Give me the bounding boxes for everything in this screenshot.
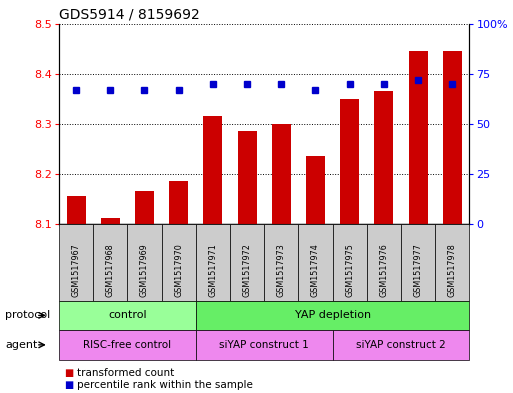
Text: GSM1517967: GSM1517967 bbox=[72, 243, 81, 297]
Bar bbox=[340, 99, 359, 224]
Text: siYAP construct 1: siYAP construct 1 bbox=[220, 340, 309, 350]
Text: GSM1517969: GSM1517969 bbox=[140, 243, 149, 297]
Text: GSM1517970: GSM1517970 bbox=[174, 243, 183, 297]
Text: siYAP construct 2: siYAP construct 2 bbox=[356, 340, 446, 350]
Text: GSM1517975: GSM1517975 bbox=[345, 243, 354, 297]
Text: agent: agent bbox=[5, 340, 37, 350]
Text: GSM1517978: GSM1517978 bbox=[448, 243, 457, 297]
Text: GSM1517968: GSM1517968 bbox=[106, 243, 115, 297]
Text: protocol: protocol bbox=[5, 310, 50, 320]
Text: GSM1517973: GSM1517973 bbox=[277, 243, 286, 297]
Bar bbox=[67, 196, 86, 224]
Bar bbox=[374, 91, 393, 224]
Bar bbox=[204, 116, 222, 224]
Text: GSM1517977: GSM1517977 bbox=[413, 243, 423, 297]
Bar bbox=[272, 124, 291, 224]
Text: percentile rank within the sample: percentile rank within the sample bbox=[77, 380, 253, 390]
Bar bbox=[306, 156, 325, 224]
Text: GSM1517972: GSM1517972 bbox=[243, 243, 251, 297]
Text: GDS5914 / 8159692: GDS5914 / 8159692 bbox=[59, 7, 200, 21]
Text: control: control bbox=[108, 310, 147, 320]
Text: RISC-free control: RISC-free control bbox=[83, 340, 171, 350]
Text: ■: ■ bbox=[64, 368, 73, 378]
Text: GSM1517974: GSM1517974 bbox=[311, 243, 320, 297]
Text: GSM1517976: GSM1517976 bbox=[380, 243, 388, 297]
Text: GSM1517971: GSM1517971 bbox=[208, 243, 218, 297]
Bar bbox=[101, 218, 120, 224]
Bar bbox=[238, 131, 256, 224]
Text: YAP depletion: YAP depletion bbox=[294, 310, 371, 320]
Text: transformed count: transformed count bbox=[77, 368, 174, 378]
Text: ■: ■ bbox=[64, 380, 73, 390]
Bar bbox=[443, 51, 462, 224]
Bar bbox=[169, 182, 188, 224]
Bar bbox=[409, 51, 427, 224]
Bar bbox=[135, 191, 154, 224]
